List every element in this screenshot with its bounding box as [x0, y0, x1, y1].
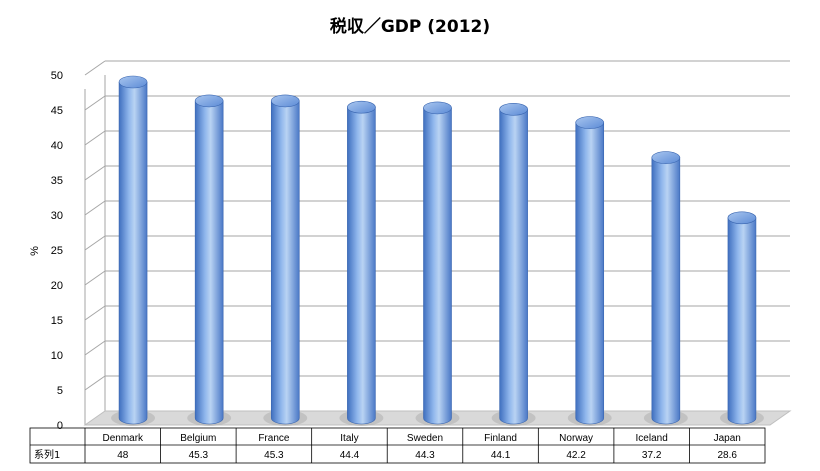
- series-name-label: 系列1: [34, 448, 60, 461]
- bar-cap: [118, 75, 148, 89]
- table-border: [29, 427, 766, 464]
- data-value-label: 42.2: [566, 450, 586, 461]
- gridline-side: [84, 340, 106, 356]
- y-tick-label: 25: [51, 245, 63, 257]
- data-value-label: 44.4: [340, 450, 360, 461]
- bar-cap: [423, 101, 452, 115]
- x-category-label: Iceland: [636, 433, 668, 444]
- data-value-label: 44.1: [491, 450, 511, 461]
- gridline-side: [84, 95, 106, 111]
- bar-body: [270, 100, 300, 425]
- x-category-label: Norway: [559, 433, 593, 444]
- y-tick-label: 10: [51, 350, 63, 362]
- y-axis-label: %: [29, 246, 41, 256]
- bar: [339, 100, 384, 426]
- bar-cap: [270, 94, 300, 108]
- bar-cap: [194, 94, 224, 108]
- chart-title: 税収／GDP (2012): [330, 16, 490, 37]
- y-axis-ticks: 0 5 10 15 20 25 30 35 40 45 50: [51, 70, 63, 432]
- data-value-label: 48: [117, 450, 129, 461]
- x-category-label: Belgium: [180, 433, 216, 444]
- gridline-side: [84, 270, 106, 286]
- gridline-side: [84, 375, 106, 391]
- y-tick-label: 45: [51, 105, 63, 117]
- bar: [643, 151, 688, 426]
- y-tick-label: 40: [51, 140, 63, 152]
- y-tick-label: 50: [51, 70, 63, 82]
- bar: [187, 94, 232, 426]
- data-value-label: 37.2: [642, 450, 662, 461]
- x-category-label: Japan: [714, 433, 741, 444]
- x-category-label: Sweden: [407, 433, 443, 444]
- data-table: Denmark 48 Belgium 45.3 France 45.3 Italy 44.4 S…: [29, 427, 766, 464]
- y-tick-label: 0: [57, 420, 63, 432]
- bar-body: [651, 157, 681, 425]
- gridline-side: [84, 305, 106, 321]
- gridline-side: [84, 200, 106, 216]
- bar: [415, 101, 460, 426]
- bar: [263, 94, 308, 426]
- y-tick-label: 15: [51, 315, 63, 327]
- bar-body: [118, 81, 148, 425]
- bar-cap: [575, 116, 605, 129]
- bar-body: [194, 100, 224, 425]
- bar: [567, 116, 612, 426]
- bar-body: [347, 106, 376, 425]
- x-category-label: Finland: [484, 433, 517, 444]
- bar-body: [499, 109, 528, 425]
- y-tick-label: 20: [51, 280, 63, 292]
- bar: [719, 211, 764, 426]
- y-tick-label: 35: [51, 175, 63, 187]
- bar-cap: [347, 100, 376, 114]
- data-value-label: 45.3: [189, 450, 209, 461]
- bars: [111, 75, 764, 426]
- gridline-side: [84, 165, 106, 181]
- data-value-label: 45.3: [264, 450, 284, 461]
- x-category-label: Italy: [340, 433, 358, 444]
- bar-cap: [499, 103, 528, 116]
- gridline-side: [84, 60, 106, 76]
- gridline-side: [84, 235, 106, 251]
- y-tick-label: 5: [57, 385, 63, 397]
- bar-cap: [727, 211, 757, 225]
- bar: [491, 103, 536, 426]
- x-category-label: Denmark: [102, 433, 144, 444]
- bar-body: [423, 107, 452, 425]
- data-value-label: 44.3: [415, 450, 435, 461]
- bar-body: [575, 122, 605, 425]
- bar-body: [727, 217, 757, 425]
- bar: [111, 75, 156, 426]
- data-value-label: 28.6: [717, 450, 737, 461]
- y-tick-label: 30: [51, 210, 63, 222]
- gridline-side: [84, 130, 106, 146]
- bar-cap: [651, 151, 681, 164]
- x-category-label: France: [258, 433, 290, 444]
